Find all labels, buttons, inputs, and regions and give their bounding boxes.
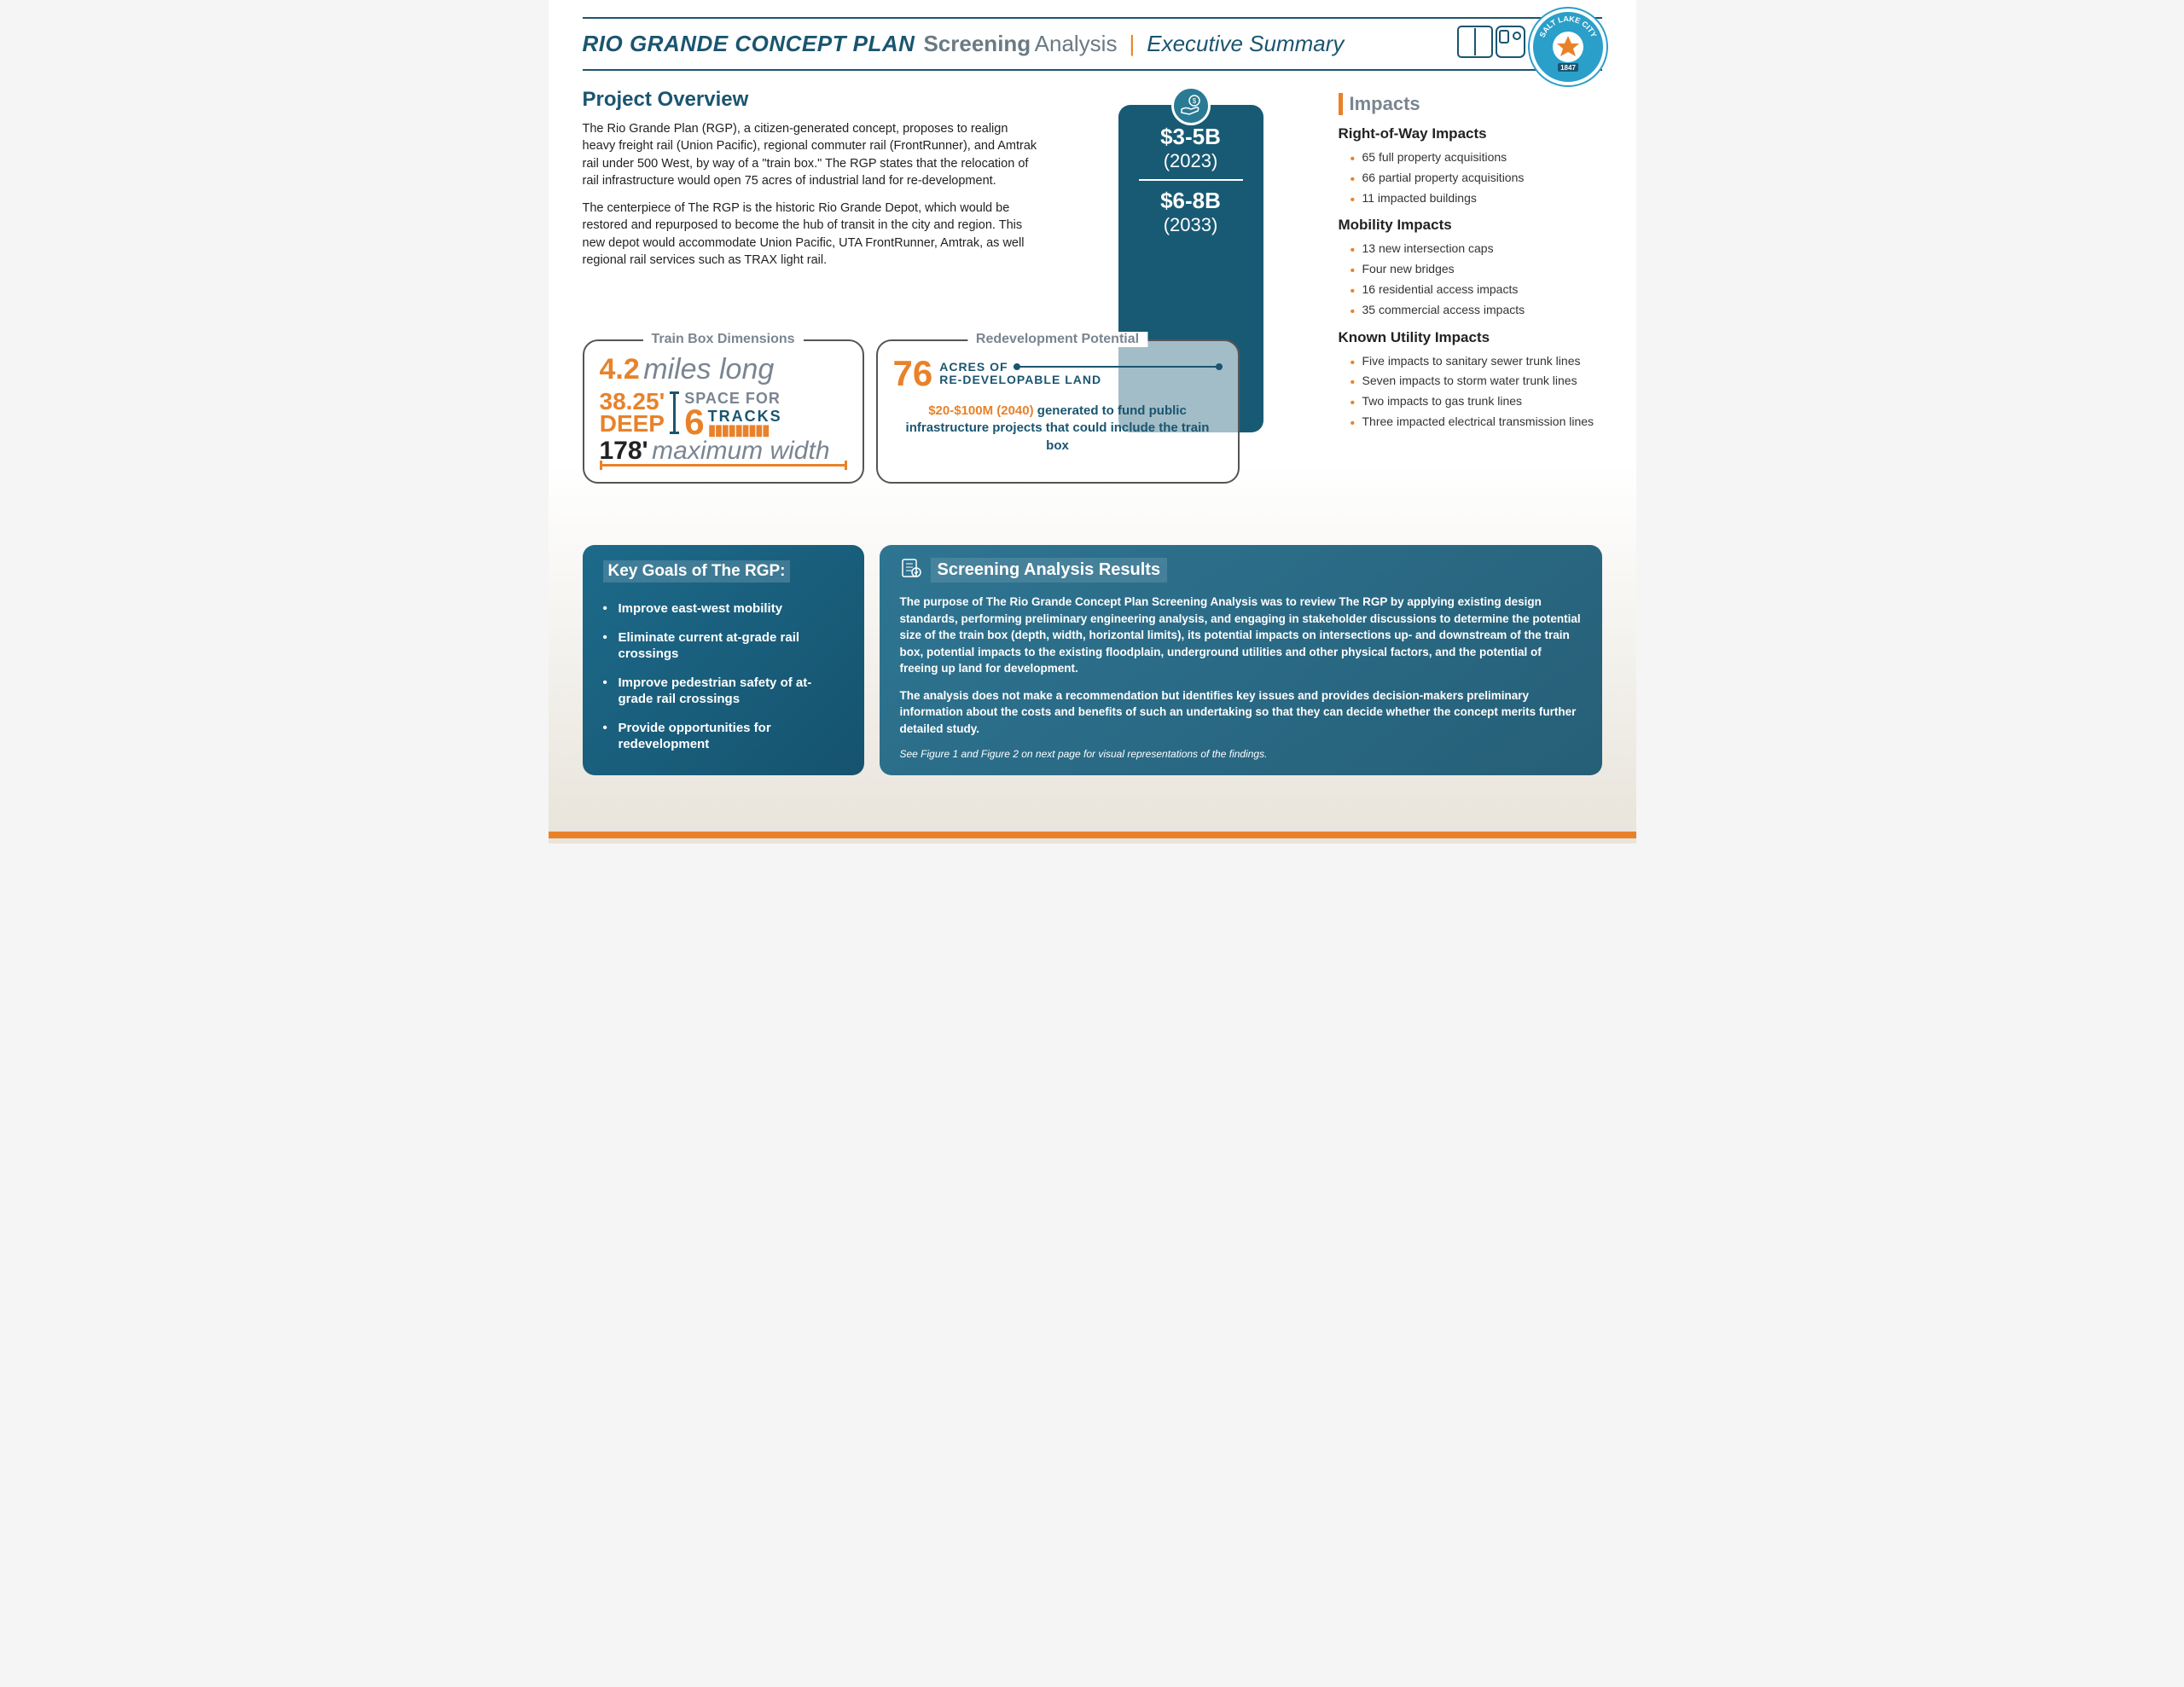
stat-boxes-row: Train Box Dimensions 4.2 miles long 38.2… [583,339,1240,484]
results-p1: The purpose of The Rio Grande Concept Pl… [900,594,1582,677]
utility-impacts-list: Five impacts to sanitary sewer trunk lin… [1339,351,1620,432]
city-seal-icon: SALT LAKE CITY 1847 [1530,9,1606,85]
row-impacts-heading: Right-of-Way Impacts [1339,125,1620,142]
results-box: Screening Analysis Results The purpose o… [880,545,1602,775]
title-main: RIO GRANDE CONCEPT PLAN [583,31,915,57]
cost-divider [1139,179,1243,181]
svg-text:$: $ [1192,97,1196,105]
cost-est1-value: $3-5B [1127,124,1255,150]
list-item: 16 residential access impacts [1350,280,1620,300]
tracks-number: 6 [684,408,704,437]
checklist-icon [900,557,922,583]
width-value: 178' [600,437,648,465]
train-box-label: Train Box Dimensions [642,332,803,347]
list-item: Seven impacts to storm water trunk lines [1350,371,1620,391]
footer-accent-bar [549,832,1636,838]
deep-label: DEEP [600,413,665,436]
list-item: Four new bridges [1350,259,1620,280]
deep-value: 38.25' [600,391,665,414]
list-item: Improve pedestrian safety of at-grade ra… [603,669,844,714]
redev-money-text: $20-$100M (2040) generated to fund publi… [893,403,1223,455]
svg-text:1847: 1847 [1560,64,1576,72]
goals-list: Improve east-west mobility Eliminate cur… [603,594,844,759]
list-item: 65 full property acquisitions [1350,148,1620,168]
list-item: Three impacted electrical transmission l… [1350,412,1620,432]
cost-est2-year: (2033) [1127,214,1255,236]
deep-stat: 38.25' DEEP [600,391,665,436]
results-p2: The analysis does not make a recommendat… [900,687,1582,738]
redev-label: Redevelopment Potential [967,332,1147,347]
vertical-measure-icon [673,391,676,434]
list-item: Provide opportunities for redevelopment [603,714,844,759]
rail-ties-icon: ▮▮▮▮▮▮▮▮▮ [708,426,782,435]
train-box-dimensions: Train Box Dimensions 4.2 miles long 38.2… [583,339,864,484]
overview-p1: The Rio Grande Plan (RGP), a citizen-gen… [583,120,1043,189]
page: RIO GRANDE CONCEPT PLAN Screening Analys… [549,0,1636,844]
acres-value: 76 [893,353,933,394]
title-exec: Executive Summary [1147,31,1344,57]
redevelopable-land-label: RE-DEVELOPABLE LAND [939,374,1222,386]
header-title: RIO GRANDE CONCEPT PLAN Screening Analys… [583,31,1345,57]
acres-of-label: ACRES OF [939,361,1008,374]
redev-money-value: $20-$100M (2040) [928,403,1033,418]
width-label: maximum width [652,437,829,465]
list-item: Five impacts to sanitary sewer trunk lin… [1350,351,1620,372]
train-icon [1457,26,1525,62]
goals-box: Key Goals of The RGP: Improve east-west … [583,545,864,775]
mobility-impacts-heading: Mobility Impacts [1339,217,1620,234]
horizontal-measure-icon [600,464,847,467]
overview-heading: Project Overview [583,88,1043,112]
list-item: Two impacts to gas trunk lines [1350,391,1620,412]
redevelopment-box: Redevelopment Potential 76 ACRES OF RE-D… [876,339,1240,484]
row-impacts-list: 65 full property acquisitions 66 partial… [1339,148,1620,208]
tracks-stat: SPACE FOR 6 TRACKS ▮▮▮▮▮▮▮▮▮ [684,390,781,437]
results-heading: Screening Analysis Results [931,558,1168,583]
list-item: 13 new intersection caps [1350,239,1620,259]
title-separator: | [1129,31,1135,57]
header-bar: RIO GRANDE CONCEPT PLAN Screening Analys… [583,17,1602,71]
list-item: Improve east-west mobility [603,594,844,623]
mobility-impacts-list: 13 new intersection caps Four new bridge… [1339,239,1620,320]
results-note: See Figure 1 and Figure 2 on next page f… [900,748,1582,760]
miles-value: 4.2 [600,353,640,386]
utility-impacts-heading: Known Utility Impacts [1339,329,1620,346]
miles-label: miles long [643,353,774,386]
title-screening: Screening [923,31,1031,56]
list-item: Eliminate current at-grade rail crossing… [603,623,844,669]
impacts-column: Impacts Right-of-Way Impacts 65 full pro… [1339,88,1620,432]
money-hand-icon: $ [1171,86,1211,125]
title-analysis: Analysis [1035,31,1118,56]
list-item: 35 commercial access impacts [1350,300,1620,321]
cost-est1-year: (2023) [1127,150,1255,172]
goals-heading: Key Goals of The RGP: [603,560,791,583]
cost-est2-value: $6-8B [1127,188,1255,214]
impacts-heading: Impacts [1339,93,1620,115]
bottom-row: Key Goals of The RGP: Improve east-west … [583,545,1602,775]
list-item: 11 impacted buildings [1350,188,1620,209]
overview-p2: The centerpiece of The RGP is the histor… [583,200,1043,269]
acres-line-icon [1014,366,1223,368]
list-item: 66 partial property acquisitions [1350,168,1620,188]
